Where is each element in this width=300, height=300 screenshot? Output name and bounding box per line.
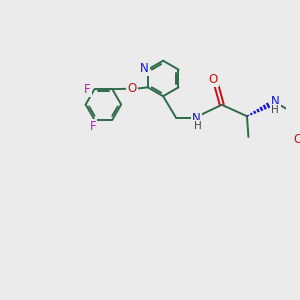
Text: F: F xyxy=(90,120,96,133)
Text: N: N xyxy=(271,95,280,108)
Text: H: H xyxy=(272,105,279,115)
Text: H: H xyxy=(194,121,201,131)
Text: O: O xyxy=(294,133,300,146)
Text: O: O xyxy=(128,82,136,95)
Text: N: N xyxy=(192,112,201,125)
Text: N: N xyxy=(140,61,149,75)
Text: F: F xyxy=(84,82,91,96)
Text: O: O xyxy=(208,74,218,86)
